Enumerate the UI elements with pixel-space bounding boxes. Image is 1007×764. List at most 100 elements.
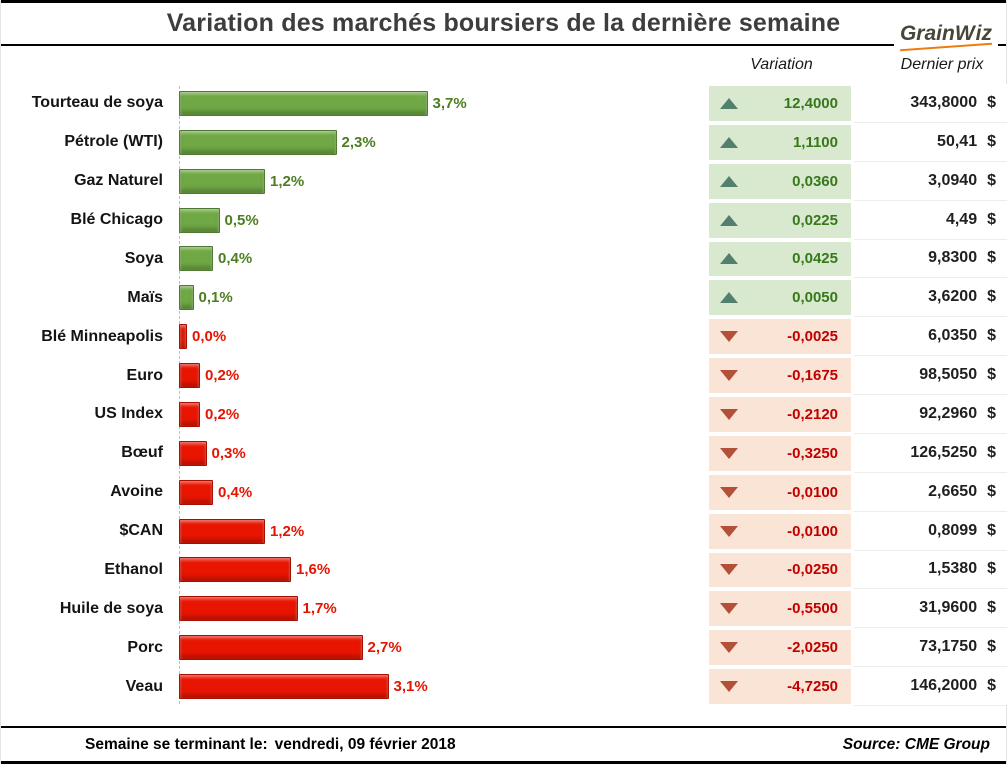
currency-label: $ (987, 638, 996, 656)
variation-value: 1,1100 (792, 133, 838, 151)
table-row: Euro 0,2% -0,1675 98,5050 $ (1, 356, 1007, 395)
row-label: Veau (125, 677, 163, 695)
page-title: Variation des marchés boursiers de la de… (166, 9, 841, 37)
bar-cell: 0,2% (173, 356, 709, 395)
price-cell: 3,6200 $ (854, 278, 1007, 318)
logo-text: GrainWiz (899, 22, 992, 45)
price-cell: 98,5050 $ (854, 356, 1007, 395)
row-label: Ethanol (104, 560, 163, 578)
variation-column-header: Variation (750, 56, 813, 73)
variation-cell: 12,4000 (709, 86, 851, 121)
bar-cell: 2,7% (173, 628, 709, 667)
bar-cell: 0,2% (173, 395, 709, 434)
triangle-up-icon (720, 253, 738, 265)
bar-cell: 1,7% (173, 589, 709, 628)
variation-cell: -0,0025 (709, 319, 851, 355)
currency-label: $ (987, 404, 996, 422)
price-value: 92,2960 (919, 404, 978, 422)
price-cell: 92,2960 $ (854, 395, 1007, 434)
currency-label: $ (987, 599, 996, 617)
bar-cell: 0,3% (173, 434, 709, 473)
table-row: Soya 0,4% 0,0425 9,8300 $ (1, 239, 1007, 279)
variation-cell: -2,0250 (709, 630, 851, 666)
bar-cell: 0,1% (173, 278, 709, 317)
bar-value-label: 0,1% (198, 289, 233, 307)
bar-cell: 1,6% (173, 551, 709, 590)
currency-label: $ (987, 171, 996, 189)
variation-value: -0,0250 (787, 561, 838, 579)
price-cell: 4,49 $ (854, 200, 1007, 240)
bar-value-label: 2,3% (341, 133, 376, 151)
variation-cell: -0,0250 (709, 552, 851, 588)
variation-cell: -0,2120 (709, 397, 851, 432)
triangle-down-icon (720, 642, 738, 654)
bar-value-label: 2,7% (367, 639, 402, 657)
bar (179, 557, 291, 583)
bar-cell: 0,5% (173, 201, 709, 240)
variation-value: -2,0250 (787, 639, 838, 657)
variation-value: 12,4000 (783, 94, 838, 112)
bar (179, 246, 213, 272)
column-headers: Variation Dernier prix (1, 46, 1006, 84)
bar (179, 90, 428, 116)
variation-cell: -0,1675 (709, 358, 851, 393)
bar (179, 285, 194, 311)
price-cell: 343,8000 $ (854, 84, 1007, 123)
row-label: Soya (124, 249, 163, 267)
price-cell: 146,2000 $ (854, 667, 1007, 706)
triangle-down-icon (720, 564, 738, 576)
variation-value: -0,0025 (787, 328, 838, 346)
currency-label: $ (987, 249, 996, 267)
variation-value: -0,0100 (787, 483, 838, 501)
header: Variation des marchés boursiers de la de… (1, 0, 1006, 52)
currency-label: $ (987, 560, 996, 578)
row-label: Pétrole (WTI) (64, 133, 163, 151)
row-label: Avoine (110, 483, 163, 501)
currency-label: $ (987, 210, 996, 228)
triangle-down-icon (720, 447, 738, 459)
baseline-dashed-line (179, 86, 180, 704)
bar (179, 129, 337, 155)
bar-cell: 1,2% (173, 512, 709, 551)
footer: Semaine se terminant le: vendredi, 09 fé… (1, 726, 1006, 764)
bar-value-label: 3,1% (393, 678, 428, 696)
triangle-down-icon (720, 486, 738, 498)
variation-cell: -0,0100 (709, 474, 851, 510)
variation-value: -0,5500 (787, 600, 838, 618)
price-cell: 31,9600 $ (854, 589, 1007, 629)
table-row: $CAN 1,2% -0,0100 0,8099 $ (1, 511, 1007, 551)
row-label: Blé Chicago (70, 211, 163, 229)
footer-week-ending-date: vendredi, 09 février 2018 (274, 735, 456, 753)
variation-cell: -0,0100 (709, 513, 851, 549)
bar-value-label: 0,4% (218, 483, 253, 501)
triangle-down-icon (720, 525, 738, 537)
bar (179, 440, 207, 466)
variation-value: -0,2120 (787, 405, 838, 423)
price-cell: 1,5380 $ (854, 550, 1007, 590)
bar-value-label: 3,7% (432, 94, 467, 112)
price-cell: 73,1750 $ (854, 628, 1007, 668)
variation-value: -0,0100 (787, 522, 838, 540)
currency-label: $ (987, 288, 996, 306)
table-row: US Index 0,2% -0,2120 92,2960 $ (1, 395, 1007, 434)
variation-cell: -0,3250 (709, 435, 851, 471)
table-row: Porc 2,7% -2,0250 73,1750 $ (1, 628, 1007, 668)
row-label: Euro (126, 366, 163, 384)
bar-value-label: 0,4% (218, 250, 253, 268)
price-column-header: Dernier prix (900, 56, 984, 73)
bar (179, 168, 265, 194)
bar (179, 596, 298, 622)
bar (179, 363, 200, 389)
triangle-up-icon (720, 292, 738, 304)
row-label: US Index (94, 405, 163, 423)
bar-value-label: 1,7% (302, 600, 337, 618)
price-value: 146,2000 (910, 677, 978, 695)
footer-week-ending-label: Semaine se terminant le: (85, 735, 268, 753)
price-value: 1,5380 (928, 560, 978, 578)
triangle-down-icon (720, 603, 738, 615)
variation-cell: 0,0425 (709, 241, 851, 277)
price-value: 3,6200 (928, 288, 978, 306)
currency-label: $ (987, 443, 996, 461)
bar-cell: 3,1% (173, 667, 709, 706)
variation-value: 0,0050 (792, 289, 838, 307)
